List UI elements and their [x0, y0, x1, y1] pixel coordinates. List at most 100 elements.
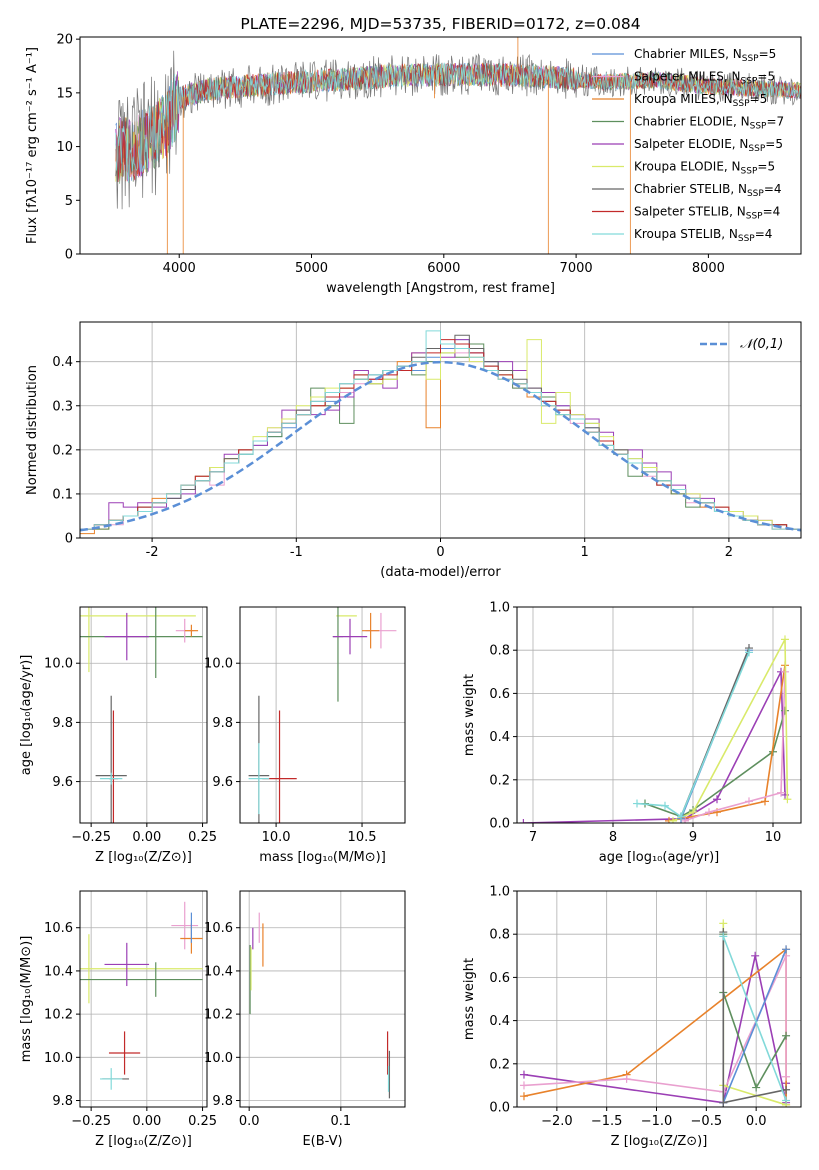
x-tick-label: 5000 [295, 261, 328, 276]
y-axis-label: Flux [fλ10⁻¹⁷ erg cm⁻² s⁻¹ A⁻¹] [25, 47, 40, 244]
x-tick-label: 1 [581, 545, 589, 560]
y-tick-label: 10.0 [204, 657, 233, 672]
y-tick-label: 10.6 [44, 921, 73, 936]
plot-area [519, 635, 792, 823]
axes-frame [79, 321, 802, 539]
x-axis-label: wavelength [Angstrom, rest frame] [326, 281, 555, 296]
histogram-step [80, 330, 801, 530]
legend-entry: Chabrier MILES, NSSP=5 [634, 47, 776, 64]
x-axis-label: age [log₁₀(age/yr)] [599, 850, 720, 865]
x-tick-label: -2 [146, 545, 159, 560]
y-tick-label: 10.0 [44, 1051, 73, 1066]
y-tick-label: 10.2 [44, 1008, 73, 1023]
x-axis-label: Z [log₁₀(Z/Z⊙)] [611, 1134, 708, 1149]
weight-marker [677, 812, 685, 821]
weight-marker [781, 635, 789, 644]
axes-frame [239, 890, 406, 1108]
x-tick-label: 2 [725, 545, 733, 560]
y-tick-label: 0.4 [489, 1014, 510, 1029]
x-tick-label: 0.25 [188, 830, 217, 845]
x-tick-label: 7000 [560, 261, 593, 276]
x-axis-label: Z [log₁₀(Z/Z⊙)] [95, 1134, 192, 1149]
x-tick-label: −0.5 [691, 1114, 723, 1129]
weight-marker [782, 1096, 791, 1105]
y-tick-label: 0.8 [489, 644, 510, 659]
x-tick-label: 6000 [427, 261, 460, 276]
chart-title: PLATE=2296, MJD=53735, FIBERID=0172, z=0… [240, 15, 640, 33]
y-tick-label: 10 [56, 140, 73, 155]
axes-frame [79, 36, 802, 255]
weight-marker [519, 819, 528, 823]
legend-entry: 𝒩(0,1) [740, 337, 783, 352]
weight-line [523, 947, 787, 1105]
weight-marker [751, 951, 760, 960]
x-tick-label: 10 [765, 830, 782, 845]
weight-marker [745, 797, 753, 806]
y-tick-label: 15 [56, 86, 73, 101]
y-tick-label: 1.0 [489, 885, 510, 900]
weight-marker [745, 648, 753, 657]
y-tick-label: 9.8 [52, 716, 73, 731]
weight-marker [782, 1072, 791, 1081]
y-tick-label: 9.8 [52, 1094, 73, 1109]
legend-entry: Kroupa ELODIE, NSSP=5 [634, 160, 775, 177]
x-tick-label: 8000 [692, 261, 725, 276]
weight-line [523, 955, 787, 1104]
axes-frame [239, 606, 406, 824]
panel-mass-vs-EBV: 0.0 0.1 9.8 10.0 10.2 10.4 10.6 E(B-V) [204, 890, 406, 1149]
y-tick-label: 10.6 [204, 921, 233, 936]
x-tick-label: 0.00 [132, 1114, 161, 1129]
y-tick-label: 0 [65, 532, 73, 547]
x-tick-label: 10.0 [262, 830, 291, 845]
y-tick-label: 0.2 [52, 443, 73, 458]
x-tick-label: 0.0 [239, 1114, 260, 1129]
x-tick-label: −2.0 [541, 1114, 573, 1129]
x-tick-label: 0.25 [188, 1114, 217, 1129]
weight-line [523, 955, 787, 1093]
panel-age-vs-mass: 10.0 10.5 9.6 9.8 10.0 mass [log₁₀(M/M⊙)] [204, 606, 406, 865]
weight-marker [669, 816, 677, 823]
y-tick-label: 10.0 [204, 1051, 233, 1066]
y-tick-label: 0 [65, 248, 73, 263]
weight-marker [719, 1098, 728, 1107]
legend-entry: Salpeter STELIB, NSSP=4 [634, 205, 780, 222]
weight-line [722, 948, 787, 1104]
panel-mass-weight-vs-age: 7 8 9 10 0.0 0.2 0.4 0.6 0.8 1.0 age [log₁₀(age/yr… [462, 601, 802, 865]
weight-marker [705, 808, 713, 817]
weight-marker [689, 808, 697, 817]
y-tick-label: 0.6 [489, 687, 510, 702]
y-tick-label: 1.0 [489, 601, 510, 616]
weight-marker [719, 919, 728, 928]
legend-entry: Kroupa STELIB, NSSP=4 [634, 227, 772, 244]
weight-marker [519, 1092, 528, 1101]
weight-marker [777, 788, 785, 797]
axes-frame [516, 606, 802, 824]
x-axis-label: mass [log₁₀(M/M⊙)] [259, 850, 386, 865]
weight-marker [633, 799, 641, 808]
legend-entry: Chabrier ELODIE, NSSP=7 [634, 115, 784, 132]
axes-frame [79, 890, 208, 1108]
x-tick-label: −1.5 [591, 1114, 623, 1129]
y-tick-label: 10.2 [204, 1008, 233, 1023]
weight-line [523, 671, 786, 823]
y-tick-label: 0.3 [52, 399, 73, 414]
weight-marker [782, 945, 791, 954]
y-tick-label: 0.0 [489, 817, 510, 832]
y-tick-label: 0.8 [489, 928, 510, 943]
y-tick-label: 0.0 [489, 1101, 510, 1116]
y-tick-label: 0.2 [489, 1057, 510, 1072]
y-tick-label: 0.4 [52, 355, 73, 370]
weight-line [668, 665, 786, 822]
x-tick-label: -1 [290, 545, 303, 560]
y-tick-label: 0.4 [489, 730, 510, 745]
x-tick-label: 4000 [163, 261, 196, 276]
y-axis-label: mass [log₁₀(M/M⊙)] [19, 936, 34, 1063]
spectrum-line [115, 62, 801, 183]
x-tick-label: 0.1 [330, 1114, 351, 1129]
x-axis-label: Z [log₁₀(Z/Z⊙)] [95, 850, 192, 865]
panel-age-vs-Z: −0.25 0.00 0.25 9.6 9.8 10.0 Z [log₁₀(Z/Z⊙)] ag… [19, 606, 217, 865]
x-tick-label: −1.0 [641, 1114, 673, 1129]
y-tick-label: 10.0 [44, 657, 73, 672]
y-tick-label: 9.6 [212, 775, 233, 790]
